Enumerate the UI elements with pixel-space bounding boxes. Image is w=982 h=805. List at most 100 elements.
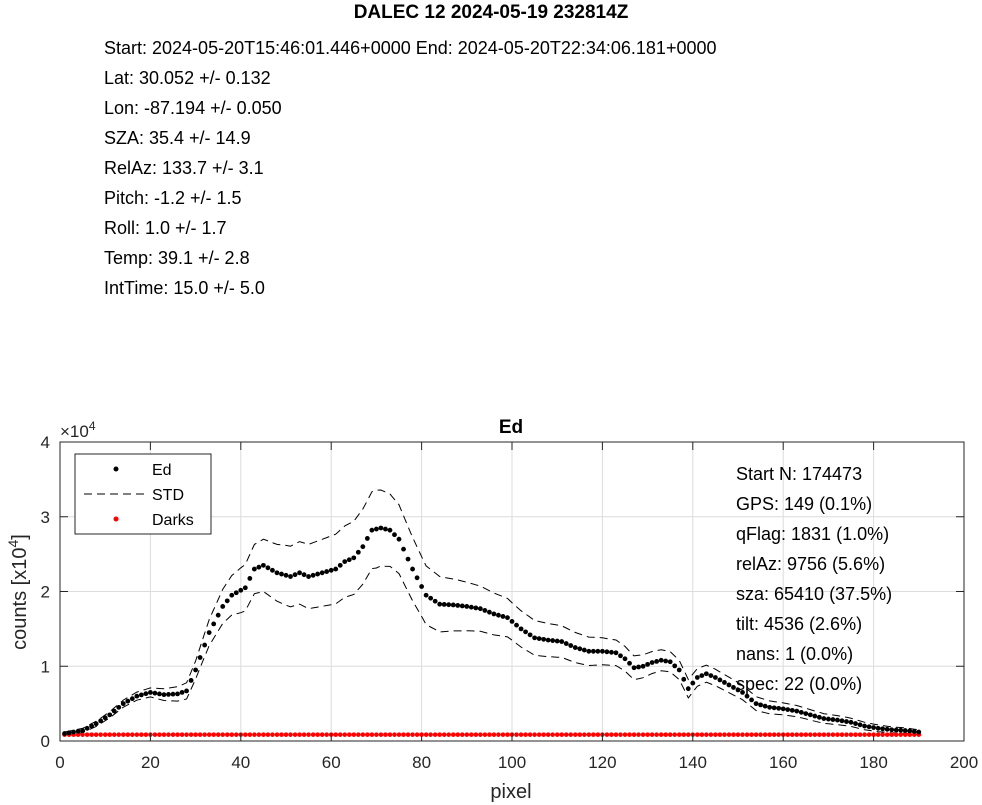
darks-point (256, 732, 262, 737)
ed-point (383, 526, 388, 532)
darks-point (437, 732, 442, 737)
ed-point (288, 574, 293, 579)
darks-point (609, 732, 614, 737)
figure-title: DALEC 12 2024-05-19 232814Z (353, 2, 629, 23)
legend-ed-label: Ed (152, 462, 172, 479)
ed-point (663, 658, 669, 664)
darks-point (423, 732, 429, 737)
ed-point (798, 709, 804, 715)
ed-point (622, 656, 628, 662)
ed-point (157, 691, 162, 697)
ed-point (482, 608, 488, 613)
darks-point (527, 732, 533, 737)
x-tick-label: 60 (322, 753, 341, 772)
ed-point (428, 595, 434, 601)
annotation-sza: sza: 65410 (37.5%) (736, 584, 892, 604)
darks-point (789, 732, 795, 737)
darks-point (817, 732, 822, 737)
ed-point (645, 661, 650, 667)
darks-point (188, 732, 194, 737)
darks-point (844, 732, 849, 737)
darks-point (111, 732, 117, 737)
ed-point (247, 576, 253, 581)
darks-point (762, 732, 768, 737)
ed-point (762, 703, 768, 709)
darks-point (161, 732, 167, 737)
y-exponent-label: ×104 (60, 419, 96, 441)
darks-point (378, 732, 384, 737)
ed-point (265, 565, 271, 571)
ed-point (134, 693, 140, 699)
y-exponent-power: 4 (89, 419, 96, 433)
x-tick-label: 120 (588, 753, 616, 772)
darks-point (550, 732, 555, 737)
darks-point (880, 732, 885, 737)
annotation-qflag: qFlag: 1831 (1.0%) (736, 524, 889, 544)
ed-point (740, 690, 745, 695)
darks-point (591, 732, 596, 737)
darks-point (884, 732, 890, 737)
x-tick-label: 180 (859, 753, 887, 772)
ed-point (554, 638, 560, 644)
x-tick-label: 0 (55, 753, 64, 772)
darks-point (152, 732, 158, 737)
y-axis-label-close: ] (9, 534, 31, 540)
darks-point (319, 732, 325, 737)
ed-point (297, 570, 302, 576)
annotation-nans: nans: 1 (0.0%) (736, 644, 853, 664)
ed-point (545, 637, 551, 643)
ed-point (414, 575, 420, 581)
ed-point (536, 636, 542, 641)
ed-point (206, 630, 212, 636)
ed-point (437, 601, 443, 607)
std-upper-line (64, 489, 919, 733)
ed-point (812, 713, 818, 719)
darks-point (532, 732, 537, 737)
ed-point (473, 605, 479, 611)
ed-point (374, 526, 379, 532)
ed-point (184, 688, 189, 694)
ed-point (676, 667, 682, 673)
ed-point (337, 562, 343, 568)
darks-point (229, 732, 235, 737)
annotation-gps: GPS: 149 (0.1%) (736, 494, 872, 514)
ed-point (509, 619, 515, 624)
darks-point (459, 732, 465, 737)
ed-point (251, 566, 257, 572)
ed-point (753, 701, 759, 707)
darks-point (374, 732, 379, 737)
darks-point (699, 732, 705, 737)
ed-point (396, 536, 402, 542)
darks-point (636, 732, 641, 737)
y-axis-ticks: 0 1 2 3 4 (41, 433, 964, 751)
ed-point (360, 544, 366, 550)
ed-point (107, 712, 113, 718)
ed-point (685, 686, 691, 692)
darks-point (812, 732, 818, 737)
ed-point (636, 664, 641, 670)
darks-point (753, 732, 759, 737)
ed-point (315, 571, 321, 577)
x-axis-ticks: 0 20 40 60 80 100 120 140 160 180 200 (55, 442, 978, 772)
darks-point (758, 732, 763, 737)
ed-point (229, 592, 235, 598)
ed-point (491, 611, 497, 617)
ed-point (789, 707, 795, 713)
ed-point (161, 692, 167, 698)
y-axis-label: counts [x104] (5, 534, 31, 650)
darks-point (658, 732, 664, 737)
ed-point (844, 719, 849, 724)
ed-point (270, 567, 275, 573)
darks-point (197, 732, 203, 737)
y-axis-label-main: counts [x10 (9, 548, 31, 650)
darks-point (369, 732, 375, 737)
ed-point (527, 632, 533, 638)
ed-point (889, 727, 895, 733)
darks-point (243, 732, 248, 737)
ed-point (224, 598, 230, 604)
ed-point (477, 606, 483, 612)
ed-point (405, 556, 411, 562)
ed-point (500, 614, 506, 619)
y-tick-label: 0 (41, 732, 50, 751)
ed-point (821, 716, 827, 721)
